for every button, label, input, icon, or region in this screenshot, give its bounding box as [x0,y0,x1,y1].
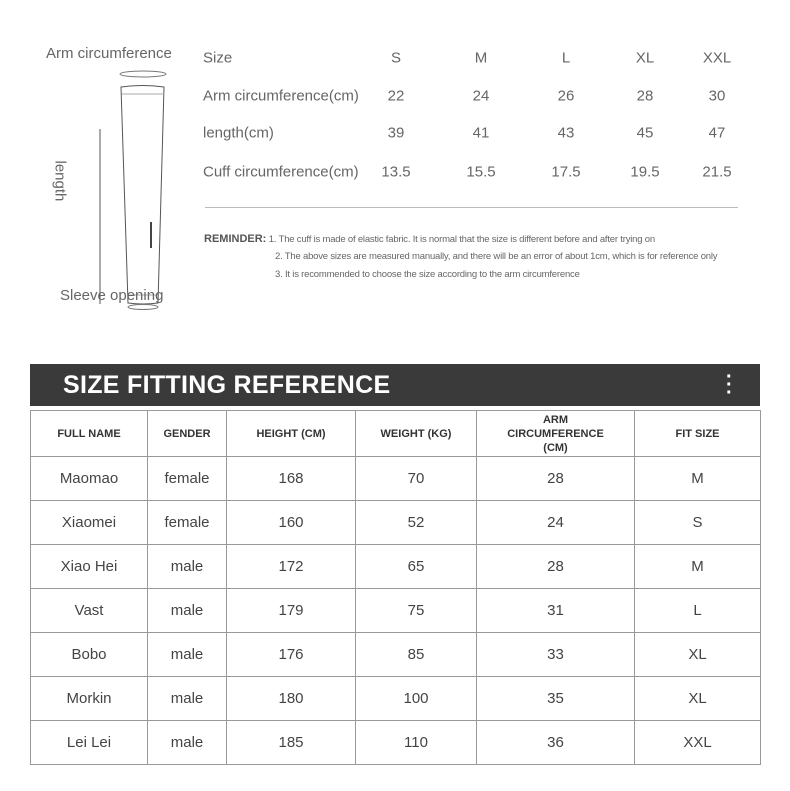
size-cell: 19.5 [630,163,660,181]
table-cell: 36 [476,720,635,765]
size-cell: 17.5 [551,163,581,181]
table-cell: male [147,632,227,677]
fitting-banner: SIZE FITTING REFERENCE · · · [30,364,760,406]
size-cell: 41 [472,124,490,142]
sleeve-illustration [99,70,167,310]
table-cell: 52 [355,500,477,545]
arm-circumference-label: Arm circumference [46,45,172,62]
column-header: GENDER [147,410,227,457]
table-cell: female [147,500,227,545]
table-cell: 172 [226,544,356,589]
column-header: FIT SIZE [634,410,761,457]
size-header-label: Size [203,49,233,67]
table-cell: 33 [476,632,635,677]
reminder-text: 1. The cuff is made of elastic fabric. I… [268,234,655,245]
table-cell: S [634,500,761,545]
size-header-cell: XL [635,49,655,67]
reminder-line-1: REMINDER: 1. The cuff is made of elastic… [204,233,655,245]
size-cell: 30 [708,87,726,105]
table-cell: Vast [30,588,148,633]
table-cell: L [634,588,761,633]
table-cell: 176 [226,632,356,677]
sleeve-opening-label: Sleeve opening [60,287,164,304]
table-cell: XL [634,676,761,721]
table-cell: 180 [226,676,356,721]
table-row: Bobo male 176 85 33 XL [30,632,761,677]
table-cell: 24 [476,500,635,545]
size-cell: 24 [472,87,490,105]
table-cell: XL [634,632,761,677]
size-row-label: length(cm) [203,124,274,142]
more-vertical-icon[interactable]: · · · [726,366,733,404]
divider [205,207,738,208]
reminder-line-3: 3. It is recommended to choose the size … [275,269,580,280]
table-cell: Maomao [30,456,148,501]
table-cell: 65 [355,544,477,589]
column-header: FULL NAME [30,410,148,457]
table-row: Maomao female 168 70 28 M [30,456,761,501]
table-cell: male [147,676,227,721]
size-cell: 43 [557,124,575,142]
table-cell: XXL [634,720,761,765]
table-cell: 31 [476,588,635,633]
table-row: Morkin male 180 100 35 XL [30,676,761,721]
size-header-cell: S [390,49,402,67]
table-cell: Xiaomei [30,500,148,545]
table-cell: Xiao Hei [30,544,148,589]
table-cell: male [147,720,227,765]
size-cell: 26 [557,87,575,105]
size-cell: 13.5 [381,163,411,181]
table-cell: Morkin [30,676,148,721]
table-row: Vast male 179 75 31 L [30,588,761,633]
table-cell: Bobo [30,632,148,677]
table-cell: M [634,456,761,501]
table-row: Xiao Hei male 172 65 28 M [30,544,761,589]
size-header-cell: M [474,49,488,67]
table-row: Lei Lei male 185 110 36 XXL [30,720,761,765]
size-header-cell: L [561,49,571,67]
table-cell: 160 [226,500,356,545]
table-cell: 168 [226,456,356,501]
length-label: length [51,160,69,202]
table-row: Xiaomei female 160 52 24 S [30,500,761,545]
table-cell: 28 [476,544,635,589]
table-cell: 35 [476,676,635,721]
column-header: HEIGHT (CM) [226,410,356,457]
size-cell: 28 [636,87,654,105]
column-header: ARM CIRCUMFERENCE (CM) [476,410,635,457]
size-cell: 45 [636,124,654,142]
size-row-label: Cuff circumference(cm) [203,163,359,181]
size-cell: 22 [387,87,405,105]
table-cell: Lei Lei [30,720,148,765]
table-cell: male [147,544,227,589]
table-cell: 179 [226,588,356,633]
table-cell: 185 [226,720,356,765]
reminder-label: REMINDER: [204,233,267,245]
size-cell: 39 [387,124,405,142]
table-cell: female [147,456,227,501]
table-cell: 85 [355,632,477,677]
column-header: WEIGHT (KG) [355,410,477,457]
size-row-label: Arm circumference(cm) [203,87,359,105]
size-cell: 21.5 [702,163,732,181]
table-cell: 70 [355,456,477,501]
size-header-cell: XXL [702,49,732,67]
table-cell: 75 [355,588,477,633]
table-cell: 110 [355,720,477,765]
size-cell: 15.5 [466,163,496,181]
size-cell: 47 [708,124,726,142]
table-cell: 28 [476,456,635,501]
table-cell: M [634,544,761,589]
table-cell: male [147,588,227,633]
fitting-table: FULL NAME GENDER HEIGHT (CM) WEIGHT (KG) ARM… [30,410,761,765]
table-cell: 100 [355,676,477,721]
fitting-title: SIZE FITTING REFERENCE [63,371,391,399]
reminder-line-2: 2. The above sizes are measured manually… [275,251,718,262]
